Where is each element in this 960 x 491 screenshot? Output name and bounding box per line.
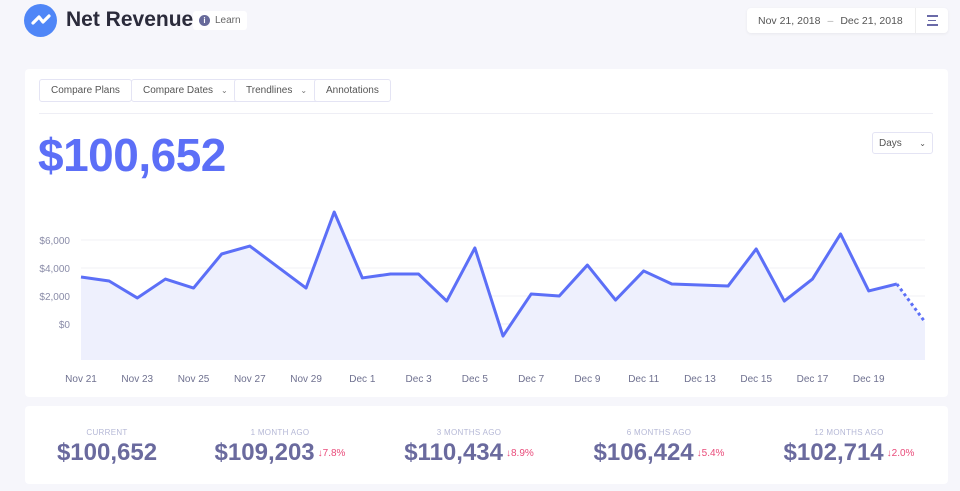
arrow-down-icon: ↓ [505,447,511,459]
comparison-card [25,406,948,484]
arrow-down-icon: ↓ [696,447,702,459]
x-tick-label: Dec 7 [518,374,545,385]
x-tick-label: Dec 1 [349,374,376,385]
change-value: 7.8% [322,447,346,459]
change-value: 8.9% [510,447,534,459]
area-fill [81,212,925,360]
x-tick-label: Dec 5 [462,374,489,385]
button-label: Compare Plans [51,85,120,96]
stat-change: ↓7.8% [318,448,346,459]
stat-label: CURRENT [86,428,128,437]
series-line [80,210,898,338]
learn-label: Learn [215,15,241,26]
x-tick-label: Dec 19 [853,374,885,385]
stat-change: ↓2.0% [887,448,915,459]
chevron-down-icon: ⌄ [919,138,926,148]
stat-label: 6 MONTHS AGO [626,428,692,437]
x-tick-label: Dec 9 [574,374,601,385]
stat-value: $102,714 [783,439,884,466]
x-tick-label: Dec 17 [797,374,829,385]
y-tick-label: $6,000 [39,236,70,247]
stat-label: 1 MONTH AGO [250,428,310,437]
y-tick-label: $2,000 [39,292,70,303]
date-start: Nov 21, 2018 [758,14,821,27]
trend-icon [30,13,51,25]
stat-value: $109,203 [214,439,315,466]
menu-icon[interactable] [916,15,948,26]
change-value: 2.0% [891,447,915,459]
info-icon: i [199,15,210,26]
page-title: Net Revenue [66,8,194,31]
x-tick-label: Dec 13 [684,374,716,385]
app-logo[interactable] [24,4,57,37]
arrow-down-icon: ↓ [886,447,892,459]
interval-value: Days [879,137,902,149]
date-separator: – [827,14,834,27]
x-tick-label: Nov 23 [121,374,153,385]
stat-3: 6 MONTHS AGO $106,424 ↓5.4% [569,428,749,467]
arrow-down-icon: ↓ [317,447,323,459]
x-tick-label: Nov 27 [234,374,266,385]
stat-label: 12 MONTHS AGO [814,428,884,437]
partial-segment [895,283,927,323]
x-tick-label: Dec 15 [740,374,772,385]
x-tick-label: Nov 29 [290,374,322,385]
stat-0: CURRENT $100,652 [17,428,197,467]
chevron-down-icon: ⌄ [300,86,308,95]
button-label: Compare Dates [143,85,214,96]
revenue-chart: $6,000 $4,000 $2,000 $0 Nov 21 Nov 23 Nov 25 No… [39,210,927,385]
stat-value: $110,434 [404,439,503,466]
x-tick-label: Nov 21 [65,374,97,385]
change-value: 5.4% [701,447,725,459]
stat-2: 3 MONTHS AGO $110,434 ↓8.9% [379,428,559,467]
x-tick-label: Dec 3 [406,374,433,385]
stat-change: ↓5.4% [697,448,725,459]
stat-value: $100,652 [56,439,158,466]
compare-dates-button[interactable]: Compare Dates ⌄ [131,79,240,102]
y-tick-label: $0 [59,320,71,331]
button-label: Annotations [326,85,379,96]
trendlines-button[interactable]: Trendlines ⌄ [234,79,320,102]
stat-change: ↓8.9% [506,448,534,459]
learn-button[interactable]: i Learn [193,11,247,30]
y-tick-label: $4,000 [39,264,70,275]
x-tick-label: Nov 25 [178,374,210,385]
stat-label: 3 MONTHS AGO [436,428,502,437]
interval-select[interactable]: Days ⌄ [872,132,933,154]
date-end: Dec 21, 2018 [840,14,903,27]
stat-1: 1 MONTH AGO $109,203 ↓7.8% [190,428,370,467]
chevron-down-icon: ⌄ [221,86,228,95]
stat-4: 12 MONTHS AGO $102,714 ↓2.0% [759,428,939,467]
divider [39,113,933,114]
date-range-picker[interactable]: Nov 21, 2018– Dec 21, 2018 [747,8,948,33]
annotations-button[interactable]: Annotations [314,79,391,102]
stat-value: $106,424 [593,439,694,466]
total-revenue: $100,652 [38,129,226,181]
button-label: Trendlines [246,85,293,96]
x-tick-label: Dec 11 [628,374,659,385]
